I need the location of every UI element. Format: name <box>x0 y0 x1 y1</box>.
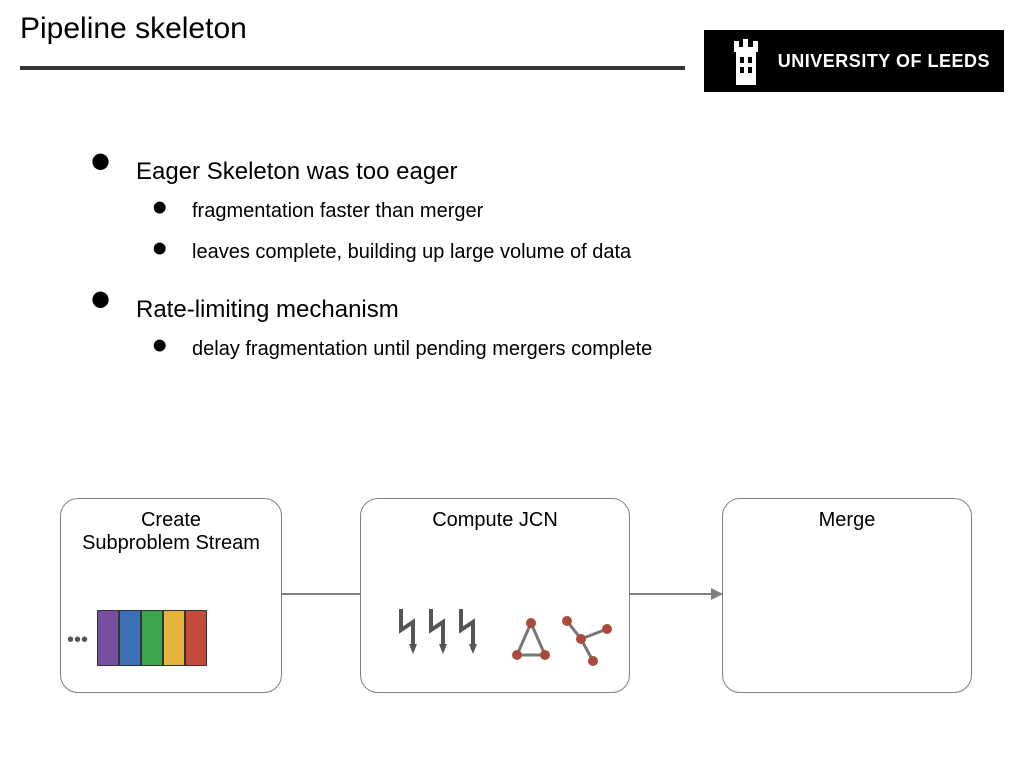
sub-bullet-item: delay fragmentation until pending merger… <box>152 338 964 361</box>
sub-bullet-text: delay fragmentation until pending merger… <box>192 338 964 361</box>
bullet-text: Rate-limiting mechanism <box>136 292 964 324</box>
bullet-item: Eager Skeleton was too eager fragmentati… <box>90 154 964 264</box>
strip-bar <box>163 610 185 666</box>
strip-bar <box>97 610 119 666</box>
connector-arrow <box>630 593 722 595</box>
strip-bar <box>119 610 141 666</box>
sub-bullet-list: fragmentation faster than merger leaves … <box>152 200 964 264</box>
stage-merge: Merge <box>722 498 972 693</box>
title-underline <box>20 66 685 70</box>
tower-icon <box>728 37 764 85</box>
pipeline-diagram: Create Subproblem Stream ••• Compute JCN <box>60 498 984 708</box>
header-rule-area: UNIVERSITY OF LEEDS <box>0 50 1024 106</box>
sub-bullet-list: delay fragmentation until pending merger… <box>152 338 964 361</box>
graph-icon <box>509 609 619 674</box>
bullet-item: Rate-limiting mechanism delay fragmentat… <box>90 292 964 361</box>
stage-create-subproblem: Create Subproblem Stream ••• <box>60 498 282 693</box>
ellipsis-icon: ••• <box>67 629 88 652</box>
sub-bullet-text: fragmentation faster than merger <box>192 200 964 223</box>
bullet-text: Eager Skeleton was too eager <box>136 154 964 186</box>
sub-bullet-item: fragmentation faster than merger <box>152 200 964 223</box>
subproblem-color-strip <box>97 610 207 666</box>
strip-bar <box>141 610 163 666</box>
sub-bullet-item: leaves complete, building up large volum… <box>152 241 964 264</box>
strip-bar <box>185 610 207 666</box>
logo-text: UNIVERSITY OF LEEDS <box>778 51 990 72</box>
stage-label: Merge <box>723 509 971 532</box>
university-logo: UNIVERSITY OF LEEDS <box>704 30 1004 92</box>
bullet-list: Eager Skeleton was too eager fragmentati… <box>90 154 964 361</box>
connector <box>282 593 360 595</box>
sub-bullet-text: leaves complete, building up large volum… <box>192 241 964 264</box>
jagged-arrows-icon <box>391 608 491 668</box>
stage-label: Compute JCN <box>361 509 629 532</box>
content-area: Eager Skeleton was too eager fragmentati… <box>0 106 1024 361</box>
stage-label: Create Subproblem Stream <box>61 509 281 555</box>
stage-compute-jcn: Compute JCN <box>360 498 630 693</box>
